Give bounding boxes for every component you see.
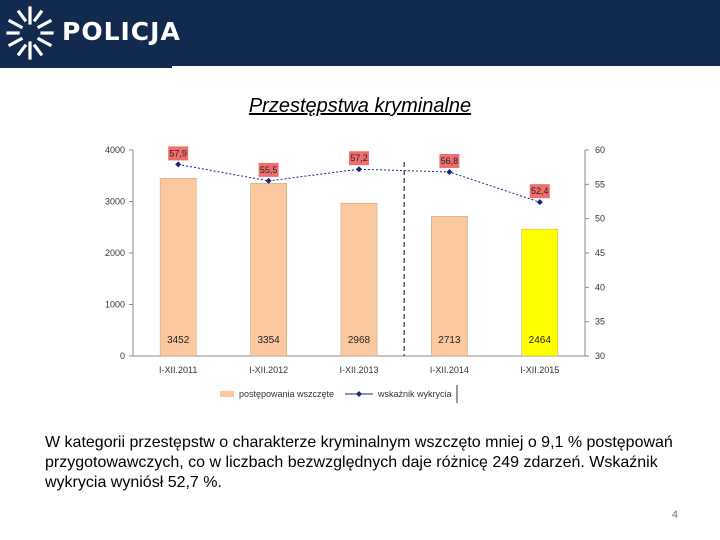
bar-value-label: 2464 bbox=[529, 335, 552, 346]
summary-text: W kategorii przestępstw o charakterze kr… bbox=[45, 434, 673, 491]
detection-rate-point bbox=[356, 166, 362, 173]
bar-value-label: 3452 bbox=[167, 335, 190, 346]
detection-rate-point bbox=[536, 199, 543, 206]
bar-I-XII.2013 bbox=[340, 202, 378, 357]
x-tick-label: I-XII.2011 bbox=[159, 365, 197, 375]
slide-title: Przestępstwa kryminalne bbox=[248, 95, 472, 117]
y-right-tick-label: 60 bbox=[595, 145, 605, 155]
detection-rate-label-bg bbox=[439, 153, 460, 168]
y-left-tick-label: 2000 bbox=[105, 248, 125, 258]
legend-label-bars: postępowania wszczęte bbox=[239, 389, 334, 399]
y-right-tick-label: 45 bbox=[595, 248, 605, 258]
x-tick-label: I-XII.2014 bbox=[430, 365, 469, 375]
x-tick-label: I-XII.2013 bbox=[339, 365, 378, 375]
y-right-tick-label: 55 bbox=[595, 179, 605, 189]
crime-chart: 0 1000 2000 3000 4000 30 35 40 45 50 55 60 3452 3354 2… bbox=[95, 140, 625, 415]
bar-I-XII.2012 bbox=[250, 183, 287, 357]
legend-label-rate: wskaźnik wykrycia bbox=[377, 389, 452, 399]
y-right-tick-label: 35 bbox=[595, 317, 605, 327]
bar-value-label: 2713 bbox=[438, 335, 461, 346]
y-left-tick-label: 0 bbox=[120, 351, 125, 361]
detection-rate-label-bg bbox=[258, 162, 279, 177]
police-star-emblem-icon bbox=[6, 6, 54, 60]
bar-I-XII.2014 bbox=[431, 216, 468, 357]
y-left-tick-label: 1000 bbox=[105, 300, 125, 310]
x-tick-label: I-XII.2012 bbox=[249, 365, 288, 375]
detection-rate-label-bg bbox=[168, 146, 189, 161]
page-number: 4 bbox=[671, 509, 678, 521]
detection-rate-label: 57,2 bbox=[350, 153, 368, 163]
detection-rate-label: 55,5 bbox=[260, 165, 278, 175]
legend-marker-rate bbox=[356, 391, 362, 397]
brand-name: POLICJA bbox=[62, 17, 181, 46]
detection-rate-point bbox=[265, 177, 272, 184]
x-tick-label: I-XII.2015 bbox=[520, 365, 559, 375]
y-right-tick-label: 50 bbox=[595, 214, 605, 224]
detection-rate-label: 52,4 bbox=[531, 186, 549, 196]
detection-rate-label-bg bbox=[529, 184, 550, 199]
bar-I-XII.2011 bbox=[159, 177, 197, 357]
bar-I-XII.2015 bbox=[521, 228, 559, 357]
y-left-tick-label: 4000 bbox=[105, 145, 125, 155]
detection-rate-line bbox=[178, 163, 540, 203]
bar-value-label: 3354 bbox=[257, 335, 280, 346]
y-right-tick-label: 30 bbox=[595, 351, 605, 361]
chart-svg: 0 1000 2000 3000 4000 30 35 40 45 50 55 60 3452 3354 2… bbox=[105, 145, 605, 403]
legend-swatch-bars bbox=[220, 391, 234, 397]
bar-value-label: 2968 bbox=[348, 335, 371, 346]
header-underline bbox=[0, 66, 172, 68]
detection-rate-label: 56,8 bbox=[441, 156, 459, 166]
detection-rate-point bbox=[446, 168, 453, 175]
y-right-tick-label: 40 bbox=[595, 282, 605, 292]
detection-rate-label: 57,9 bbox=[169, 148, 187, 158]
y-left-tick-label: 3000 bbox=[105, 197, 125, 207]
detection-rate-label-bg bbox=[349, 151, 369, 166]
header-bar: POLICJA bbox=[0, 0, 720, 66]
detection-rate-point bbox=[175, 161, 182, 168]
